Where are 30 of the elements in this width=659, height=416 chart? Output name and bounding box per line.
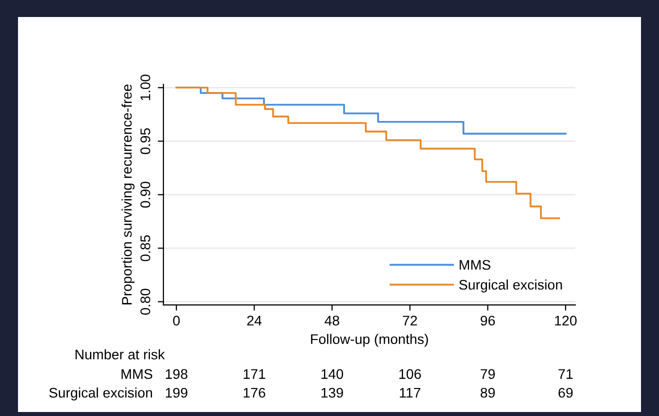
x-tick-label: 0: [173, 316, 180, 326]
y-tick-label: 0.90: [140, 182, 150, 208]
text: 79: [480, 369, 495, 379]
text: 89: [480, 388, 495, 398]
x-tick-label: 48: [324, 316, 340, 326]
x-tick-label: 24: [247, 316, 262, 326]
text: 71: [558, 369, 573, 379]
text: 69: [558, 388, 573, 398]
text: 176: [244, 388, 266, 398]
y-tick-label: 0.85: [140, 235, 150, 262]
legend-label: Surgical excision: [459, 279, 562, 292]
text: 199: [166, 388, 188, 398]
text: Number at risk: [76, 349, 165, 360]
text: MMS: [122, 369, 152, 379]
x-axis-title: Follow-up (months): [311, 334, 428, 347]
text: 140: [322, 369, 344, 379]
y-axis-title: Proportion surviving recurrence-free: [122, 84, 135, 304]
y-tick-label: 1.00: [140, 74, 150, 100]
x-tick-label: 96: [480, 316, 495, 326]
text: 106: [399, 369, 421, 379]
text: 139: [322, 388, 344, 398]
x-tick-label: 72: [402, 316, 417, 326]
y-tick-label: 0.95: [140, 128, 150, 154]
text: 198: [166, 369, 188, 379]
text: 117: [400, 388, 420, 398]
legend-label: MMS: [460, 260, 490, 270]
x-tick-label: 120: [555, 316, 577, 326]
text: 171: [244, 369, 266, 379]
text: Surgical excision: [49, 387, 152, 400]
y-tick-label: 0.80: [140, 288, 150, 315]
